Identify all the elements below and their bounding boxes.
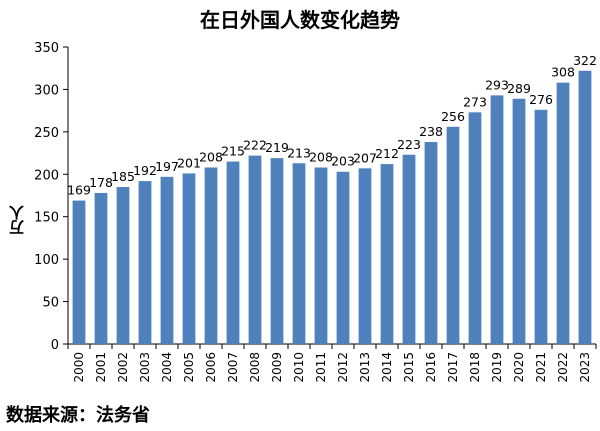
bar-value-label: 215 (221, 144, 245, 159)
bar-value-label: 308 (551, 65, 575, 80)
bar-value-label: 178 (89, 175, 113, 190)
bar-value-label: 192 (133, 163, 157, 178)
y-tick-label: 350 (34, 41, 59, 56)
y-axis: 0 50 100 150 200 250 300 350 (34, 41, 69, 353)
bar (380, 164, 394, 344)
bar (468, 112, 482, 344)
bar (226, 161, 240, 344)
bar-value-label: 322 (573, 53, 597, 68)
y-tick-label: 150 (34, 211, 59, 226)
x-tick-label: 2002 (116, 352, 130, 383)
bar-value-label: 197 (155, 159, 179, 174)
bar (182, 173, 196, 344)
bar-value-label: 208 (199, 149, 223, 164)
bar-value-label: 207 (353, 150, 377, 165)
y-tick-label: 50 (42, 296, 59, 311)
bar-value-label: 203 (331, 154, 355, 169)
y-tick-label: 300 (34, 83, 59, 98)
x-tick-label: 2013 (358, 352, 372, 383)
x-tick-label: 2007 (226, 352, 240, 383)
x-tick-label: 2006 (204, 352, 218, 383)
bar (204, 167, 218, 344)
y-tick-label: 100 (34, 253, 59, 268)
bar-value-label: 273 (463, 94, 487, 109)
bar (512, 98, 526, 345)
bar (94, 192, 108, 344)
x-tick-label: 2020 (512, 352, 526, 383)
x-tick-label: 2000 (72, 352, 86, 383)
y-tick-label: 200 (34, 168, 59, 183)
x-tick-label: 2011 (314, 352, 328, 383)
bar (556, 82, 570, 344)
y-tick-label: 250 (34, 126, 59, 141)
bar (446, 126, 460, 344)
x-tick-label: 2014 (380, 352, 394, 383)
data-labels: 1691781851921972012082152222192132082032… (67, 53, 597, 198)
chart-title: 在日外国人数变化趋势 (200, 8, 400, 32)
bar (248, 155, 262, 344)
bar-value-label: 222 (243, 138, 267, 153)
x-tick-label: 2022 (556, 352, 570, 383)
bar (336, 171, 350, 344)
bar-value-label: 169 (67, 183, 91, 198)
x-tick-label: 2004 (160, 352, 174, 383)
bar-series (72, 70, 592, 345)
x-tick-label: 2009 (270, 352, 284, 383)
bar-value-label: 293 (485, 77, 509, 92)
bar-value-label: 213 (287, 145, 311, 160)
bar (160, 176, 174, 344)
bar (72, 200, 86, 344)
bar (292, 163, 306, 344)
bar (358, 168, 372, 344)
bar-value-label: 208 (309, 149, 333, 164)
y-tick-label: 0 (51, 338, 59, 353)
bar (534, 109, 548, 345)
bar (578, 70, 592, 344)
bar (402, 154, 416, 344)
bar (270, 158, 284, 344)
bar (116, 187, 130, 344)
x-tick-label: 2015 (402, 352, 416, 383)
x-tick-label: 2008 (248, 352, 262, 383)
bar-value-label: 276 (529, 92, 553, 107)
x-tick-label: 2019 (490, 352, 504, 383)
x-tick-label: 2003 (138, 352, 152, 383)
bar-value-label: 289 (507, 81, 531, 96)
bar (138, 181, 152, 344)
data-source-note: 数据来源：法务省 (6, 405, 150, 426)
x-tick-label: 2023 (578, 352, 592, 383)
bar-value-label: 185 (111, 169, 135, 184)
x-tick-label: 2018 (468, 352, 482, 383)
bar-value-label: 212 (375, 146, 399, 161)
x-tick-label: 2021 (534, 352, 548, 383)
bar (490, 95, 504, 345)
bar-value-label: 238 (419, 124, 443, 139)
x-tick-label: 2001 (94, 352, 108, 383)
x-axis: 2000 2001 2002 2003 2004 2005 2006 2007 2008 2009… (67, 343, 597, 383)
bar (424, 142, 438, 344)
x-tick-label: 2010 (292, 352, 306, 383)
x-tick-label: 2012 (336, 352, 350, 383)
x-tick-label: 2017 (446, 352, 460, 383)
x-tick-label: 2005 (182, 352, 196, 383)
bar-value-label: 201 (177, 155, 201, 170)
bar (314, 167, 328, 344)
bar-value-label: 223 (397, 137, 421, 152)
x-tick-label: 2016 (424, 352, 438, 383)
bar-value-label: 219 (265, 140, 289, 155)
bar-value-label: 256 (441, 109, 465, 124)
